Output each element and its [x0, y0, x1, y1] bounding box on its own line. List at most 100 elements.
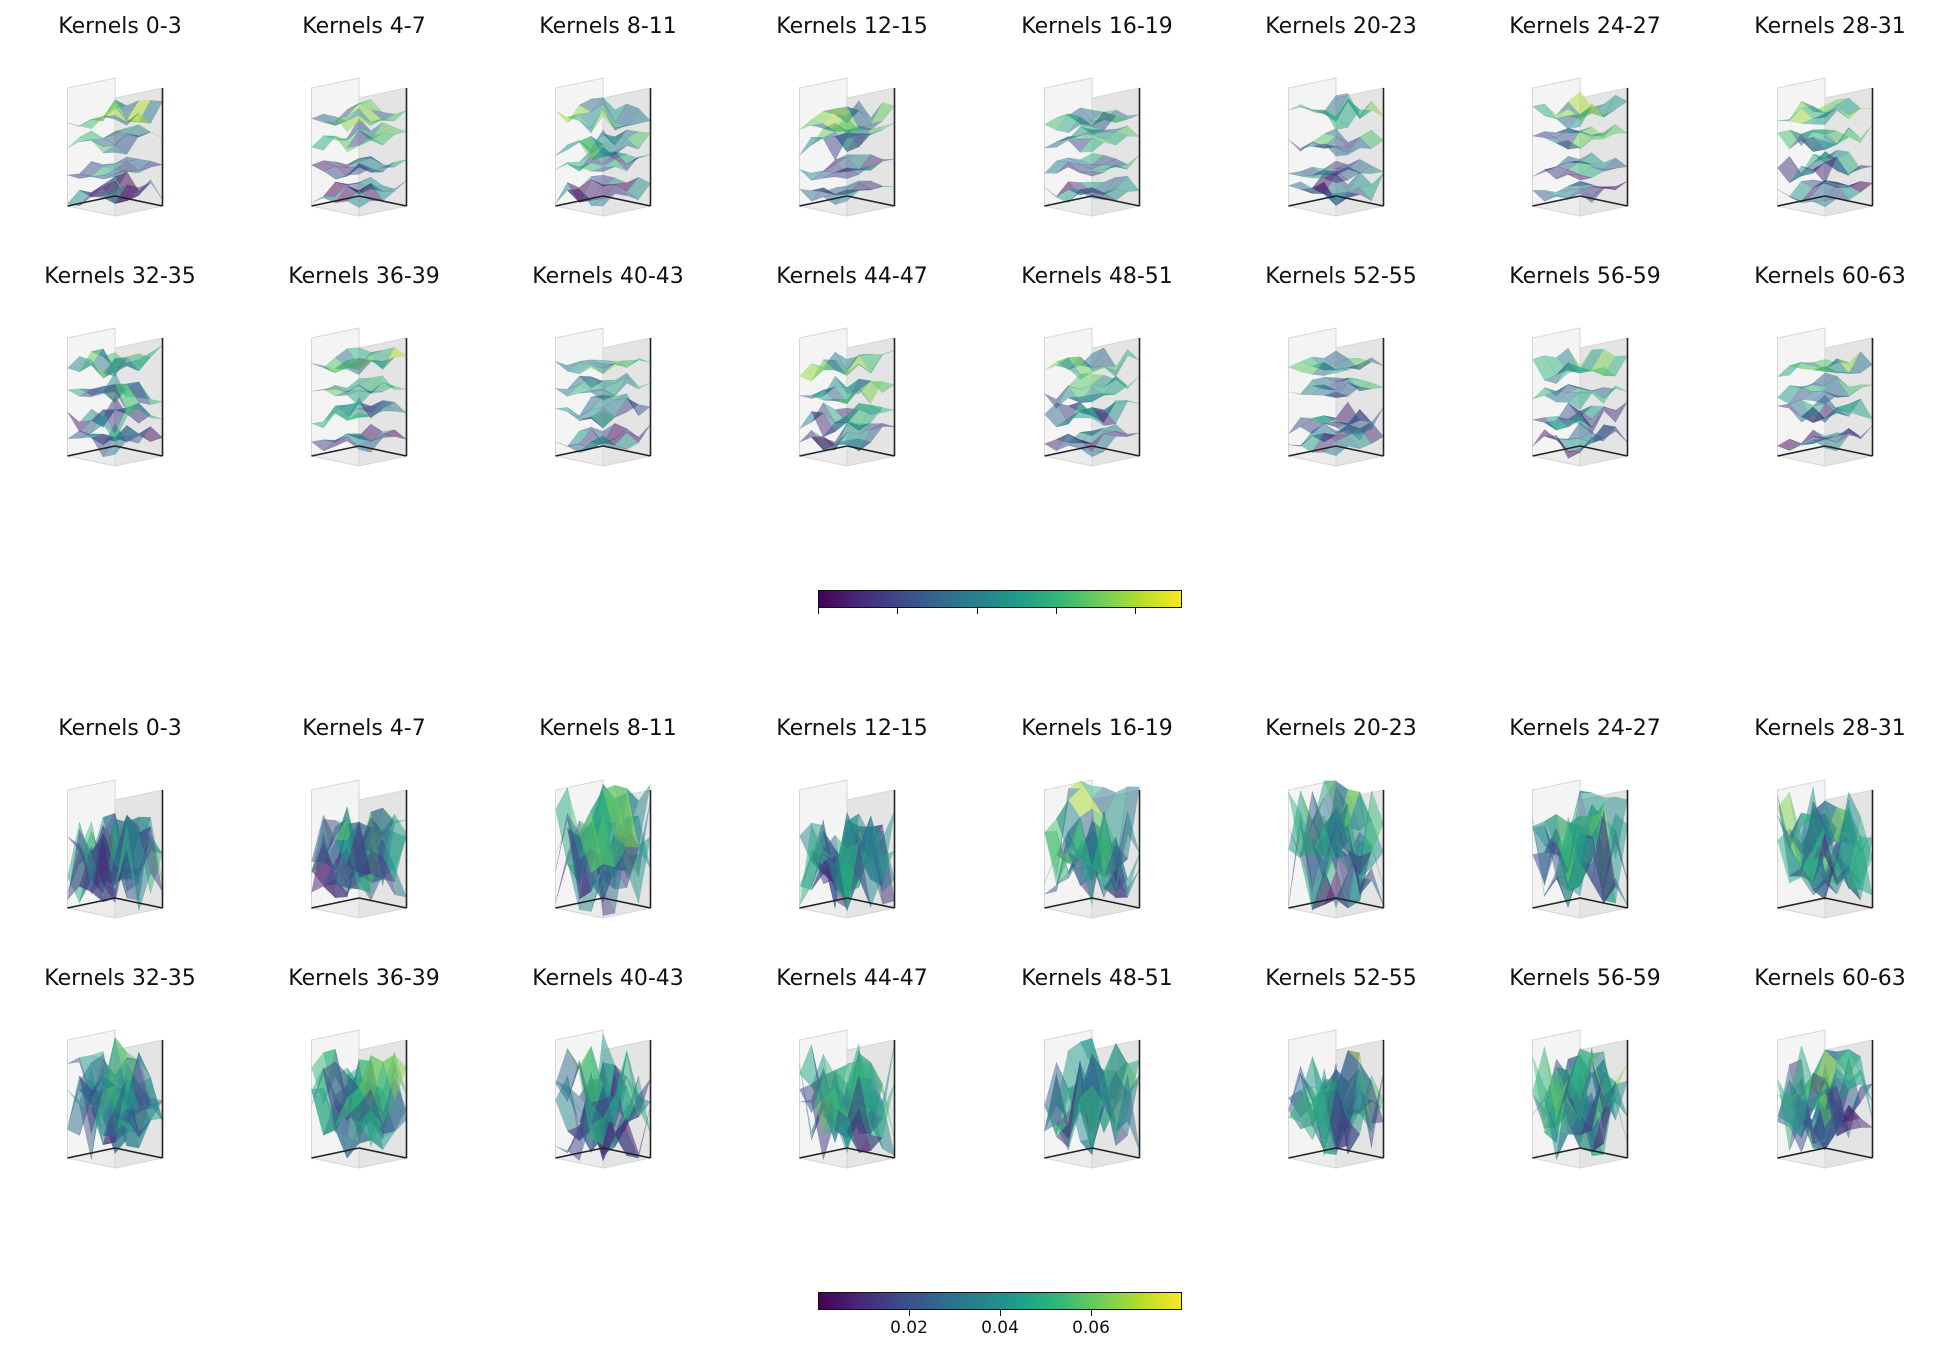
x-axis-line	[602, 1147, 651, 1159]
y-axis-line	[1044, 445, 1093, 457]
y-axis-line	[1044, 897, 1093, 909]
y-axis-line	[67, 195, 116, 207]
surface-patch	[102, 437, 128, 458]
y-axis-line	[555, 195, 604, 207]
surface-patch	[1812, 817, 1838, 855]
panel-title: Kernels 56-59	[1509, 264, 1661, 289]
surface	[1288, 401, 1384, 435]
subplot-panel: Kernels 12-15	[742, 14, 962, 244]
panel-title: Kernels 8-11	[539, 716, 677, 741]
x-axis-line	[1091, 445, 1140, 457]
surface-patch	[102, 169, 128, 180]
panel-title: Kernels 48-51	[1021, 264, 1173, 289]
surface	[311, 117, 408, 153]
panel-title: Kernels 20-23	[1265, 14, 1417, 39]
surface-patch	[346, 163, 372, 176]
panel-title: Kernels 60-63	[1754, 966, 1906, 991]
surface-patch	[1812, 409, 1838, 424]
panel-title: Kernels 32-35	[44, 966, 196, 991]
surface	[310, 423, 407, 453]
surface	[1043, 152, 1140, 177]
surface-patch	[834, 834, 860, 911]
surface	[555, 423, 651, 453]
surface-patch	[579, 364, 604, 375]
surface	[66, 371, 163, 412]
surface-patch	[1812, 136, 1838, 150]
surface	[799, 122, 895, 161]
surface	[1288, 128, 1384, 157]
surface-patch	[102, 416, 128, 442]
surface-plot	[799, 779, 896, 919]
surface	[555, 357, 651, 375]
x-axis-line	[1091, 1147, 1140, 1159]
x-axis-line	[846, 897, 895, 909]
subplot-panel: Kernels 28-31	[1720, 14, 1940, 244]
panel-title: Kernels 52-55	[1265, 264, 1417, 289]
surface	[555, 129, 651, 162]
subplot-panel: Kernels 8-11	[498, 716, 718, 946]
surface-patch	[102, 184, 128, 204]
surface	[1043, 107, 1140, 136]
x-axis-line	[114, 1147, 163, 1159]
x-axis-line	[1335, 195, 1384, 207]
panel-title: Kernels 24-27	[1509, 716, 1661, 741]
y-axis-line	[1532, 195, 1581, 207]
subplot-panel: Kernels 4-7	[254, 716, 474, 946]
surface-plot	[67, 779, 164, 919]
surface-plot	[1044, 779, 1141, 919]
x-axis-line	[602, 897, 651, 909]
surface-plot	[1776, 327, 1874, 467]
panel-title: Kernels 28-31	[1754, 716, 1906, 741]
panel-title: Kernels 4-7	[302, 14, 426, 39]
y-axis-line	[1044, 1147, 1093, 1159]
surface	[799, 375, 896, 405]
surface-patch	[834, 360, 860, 376]
colorbar: 0.02 0.04 0.06	[818, 1292, 1182, 1338]
subplot-panel: Kernels 24-27	[1475, 14, 1695, 244]
subplot-panel: Kernels 0-3	[10, 14, 230, 244]
subplot-panel: Kernels 20-23	[1231, 716, 1451, 946]
surface	[555, 393, 652, 429]
colorbar-gradient	[818, 590, 1182, 608]
surface	[1777, 124, 1873, 153]
surface-plot	[555, 1029, 652, 1169]
surface-patch	[1079, 392, 1105, 403]
y-axis-line	[311, 195, 360, 207]
surface-plot	[1288, 1029, 1385, 1169]
panel-title: Kernels 4-7	[302, 716, 426, 741]
y-axis-line	[799, 195, 848, 207]
x-axis-line	[1335, 1147, 1384, 1159]
surface-patch	[1323, 369, 1348, 376]
surface-patch	[834, 189, 860, 206]
surface	[1777, 97, 1873, 125]
x-axis-line	[1824, 445, 1873, 457]
surface	[555, 783, 651, 882]
surface-patch	[590, 389, 616, 401]
surface	[1044, 373, 1140, 409]
surface-plot	[67, 1029, 164, 1169]
x-axis-line	[358, 195, 407, 207]
surface-patch	[1813, 366, 1838, 374]
panel-title: Kernels 36-39	[288, 264, 440, 289]
surface	[1287, 350, 1384, 376]
surface-patch	[1079, 1085, 1105, 1130]
colorbar-svg	[818, 1292, 1182, 1310]
surface-patch	[1812, 110, 1838, 125]
subplot-panel: Kernels 60-63	[1720, 966, 1940, 1196]
surface-plot	[311, 1029, 408, 1169]
y-axis-line	[67, 897, 116, 909]
colorbar-svg	[818, 590, 1182, 608]
y-axis-line	[67, 1147, 116, 1159]
subplot-panel: Kernels 40-43	[498, 966, 718, 1196]
subplot-panel: Kernels 56-59	[1475, 966, 1695, 1196]
surface-plot	[1044, 1029, 1141, 1169]
surface	[1288, 158, 1385, 184]
subplot-panel: Kernels 0-3	[10, 716, 230, 946]
surface	[799, 815, 895, 912]
surface-plot	[798, 77, 896, 217]
surface	[1531, 180, 1628, 204]
surface-patch	[835, 438, 860, 445]
surface	[1531, 91, 1628, 130]
surface	[67, 124, 163, 155]
